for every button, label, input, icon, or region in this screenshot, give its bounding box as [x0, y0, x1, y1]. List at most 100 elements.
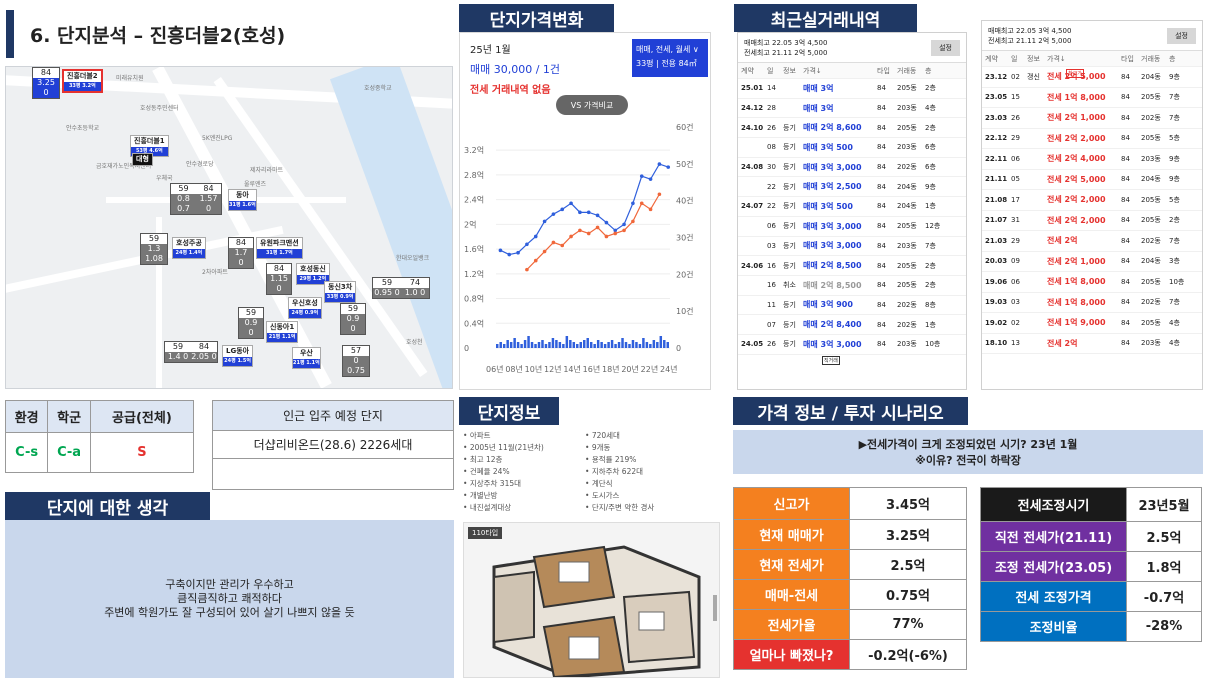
price-marker[interactable]: 59 74 0.95 0 1.0 0 — [372, 277, 430, 299]
trade-cell: 등기 — [783, 163, 796, 172]
settings-button[interactable]: 설정 — [931, 39, 960, 56]
trade-row[interactable]: 21.03 29 전세 2억 84 202동 7층 — [982, 231, 1202, 252]
trade-cell: 02 — [1011, 318, 1020, 327]
trade-row[interactable]: 19.03 03 전세 1억 8,000 84 202동 7층 — [982, 293, 1202, 313]
trade-row[interactable]: 25.01 14 매매 3억 84 205동 2층 — [738, 79, 966, 99]
filter-type: 매매, 전세, 월세 ∨ — [636, 45, 699, 54]
trade-row[interactable]: 19.06 06 전세 1억 8,000 84 205동 10층 — [982, 272, 1202, 293]
trade-row[interactable]: 24.08 30 등기 매매 3억 3,000 84 202동 6층 — [738, 158, 966, 178]
complex-label[interactable]: 유원파크맨션 31평 1.7억 — [256, 237, 303, 259]
trade-row[interactable]: 11 등기 매매 3억 900 84 202동 8층 — [738, 296, 966, 316]
trade-max-lease: 전세최고 21.11 2억 5,000 — [744, 48, 828, 57]
trade-cell: 03 — [1011, 298, 1020, 307]
trade-col-label: 거래동 — [897, 66, 917, 75]
complex-label[interactable]: 대형 — [132, 153, 153, 166]
complex-label[interactable]: 동아 31평 1.6억 — [228, 189, 257, 211]
complex-label-selected[interactable]: 진흥더블2 33평 3.2억 — [62, 69, 103, 93]
trade-cell: 202동 — [1141, 113, 1161, 122]
trade-cell: 전세 2억 2,000 — [1047, 195, 1106, 205]
volume-bar — [502, 344, 506, 348]
volume-bar — [509, 342, 513, 348]
trade-cell: 204동 — [897, 182, 917, 191]
nearby-empty-row — [213, 459, 453, 487]
trade-cell: 2층 — [925, 281, 936, 290]
price-marker[interactable]: 84 3.25 0 — [32, 67, 60, 99]
trade-cell: 매매 3억 500 — [803, 142, 853, 152]
price-marker[interactable]: 59 0.9 0 — [238, 307, 264, 339]
trade-row[interactable]: 07 등기 매매 2억 8,400 84 202동 1층 — [738, 315, 966, 335]
complex-label[interactable]: 신동아1 21평 1.1억 — [266, 321, 299, 343]
trade-row[interactable]: 20.03 09 전세 2억 1,000 84 204동 3층 — [982, 252, 1202, 272]
trade-cell: 7층 — [1169, 113, 1180, 122]
price-marker[interactable]: 84 1.7 0 — [228, 237, 254, 269]
complex-label[interactable]: 호성동신 29평 1.2억 — [296, 263, 330, 285]
price-marker[interactable]: 59 84 0.8 0.7 1.57 0 — [170, 183, 222, 215]
complex-label[interactable]: 우신호성 24평 0.9억 — [288, 297, 322, 319]
complex-label[interactable]: LG동아 24평 1.5억 — [222, 345, 254, 367]
price-marker[interactable]: 59 0.9 0 — [340, 303, 366, 335]
trade-cell: 21.03 — [985, 236, 1008, 245]
scenario-banner: ▶전세가격이 크게 조정되었던 시기? 23년 1월 ※이유? 전국이 하락장 — [733, 430, 1203, 474]
trade-row[interactable]: 22.12 29 전세 2억 2,000 84 205동 5층 — [982, 129, 1202, 149]
series-point — [657, 192, 662, 197]
trade-cell: 204동 — [897, 202, 917, 211]
trade-row[interactable]: 22.11 06 전세 2억 4,000 84 203동 9층 — [982, 149, 1202, 170]
complex-label[interactable]: 진흥더블1 53평 4.6억 — [130, 135, 169, 157]
volume-bar — [642, 338, 645, 348]
trade-col-label: 정보 — [1027, 54, 1040, 63]
y2-tick-label: 30건 — [676, 233, 694, 243]
chart-sale-summary: 매매 30,000 / 1건 — [470, 63, 561, 76]
grade-environment: C-s — [4, 432, 49, 473]
filter-dropdown[interactable]: 매매, 전세, 월세 ∨ 33평 | 전용 84㎡ — [632, 39, 708, 77]
compare-button[interactable]: VS 가격비교 — [556, 95, 628, 115]
map-panel[interactable]: 미래유치원 호성동주민센터 안수초등학교 5K엔진LPG 호성중학교 안수경로당… — [5, 66, 453, 389]
trade-row[interactable]: 19.02 02 전세 1억 9,000 84 205동 4층 — [982, 313, 1202, 334]
trade-cell: 갱신 — [1027, 72, 1040, 81]
gallery-scrollbar[interactable] — [713, 595, 717, 621]
trade-cell: 전세 2억 5,000 — [1047, 174, 1106, 184]
price-marker[interactable]: 59 84 1.4 0 2.05 0 — [164, 341, 218, 363]
complex-label[interactable]: 호성주공 24평 1.4억 — [172, 237, 206, 259]
trade-row[interactable]: 03 등기 매매 3억 3,000 84 203동 7층 — [738, 237, 966, 257]
floor-plan-drawing — [492, 545, 701, 677]
price-marker[interactable]: 59 1.3 1.08 — [140, 233, 168, 265]
trade-row[interactable]: 24.05 26 등기 매매 3억 3,000 84 203동 10층 — [738, 335, 966, 355]
trade-cell: 84 — [1121, 236, 1130, 245]
trade-row[interactable]: 21.07 31 전세 2억 2,000 84 205동 2층 — [982, 211, 1202, 231]
trade-cell: 202동 — [897, 163, 917, 172]
trade-row[interactable]: 23.05 15 전세 1억 8,000 84 205동 7층 — [982, 88, 1202, 108]
price-marker[interactable]: 57 0 0.75 — [342, 345, 370, 377]
trade-row[interactable]: 18.10 13 전세 2억 84 203동 4층 — [982, 334, 1202, 354]
complex-label[interactable]: 동신3차 33평 0.9억 — [324, 281, 357, 303]
lease-value: 1.8억 — [1126, 551, 1202, 582]
trade-row[interactable]: 23.03 26 전세 2억 1,000 84 202동 7층 — [982, 108, 1202, 129]
trade-row[interactable]: 22 등기 매매 3억 2,500 84 204동 9층 — [738, 177, 966, 198]
trade-cell: 21.11 — [985, 175, 1008, 184]
volume-bar — [579, 342, 582, 348]
trade-cell: 등기 — [783, 202, 796, 211]
price-label: 매매-전세 — [733, 579, 850, 610]
trade-cell: 24.07 — [741, 202, 764, 211]
trade-row[interactable]: 24.12 28 매매 3억 84 203동 4층 — [738, 99, 966, 119]
trade-row[interactable]: 08 등기 매매 3억 500 84 203동 6층 — [738, 138, 966, 158]
trade-row[interactable]: 23.12 02 갱신 전세 2억 5,000 84 204동 9층 — [982, 67, 1202, 88]
y-tick-label: 3.2억 — [464, 145, 484, 155]
trade-row[interactable]: 24.06 16 등기 매매 2억 8,500 84 205동 2층 — [738, 256, 966, 276]
trade-cell: 22 — [767, 182, 776, 191]
volume-bar — [530, 342, 534, 348]
trade-row[interactable]: 06 등기 매매 3억 3,000 84 205동 12층 — [738, 217, 966, 237]
trade-row[interactable]: 21.11 05 전세 2억 5,000 84 204동 9층 — [982, 170, 1202, 190]
series-point — [560, 243, 565, 248]
trade-row[interactable]: 21.08 17 전세 2억 2,000 84 205동 5층 — [982, 190, 1202, 211]
volume-bar — [596, 340, 600, 348]
trade-cell: 등기 — [783, 300, 796, 309]
trade-row[interactable]: 16 취소 매매 2억 8,500 84 205동 2층 — [738, 276, 966, 296]
volume-bar — [534, 344, 537, 348]
settings-button[interactable]: 설정 — [1167, 27, 1196, 44]
trade-row[interactable]: 24.10 26 등기 매매 2억 8,600 84 205동 2층 — [738, 118, 966, 139]
price-marker[interactable]: 84 1.15 0 — [266, 263, 292, 295]
trade-row[interactable]: 24.07 22 등기 매매 3억 500 84 204동 1층 — [738, 197, 966, 217]
price-label: 전세가율 — [733, 609, 850, 640]
complex-label[interactable]: 우산 21평 1.1억 — [292, 347, 321, 369]
volume-bar — [496, 344, 499, 348]
